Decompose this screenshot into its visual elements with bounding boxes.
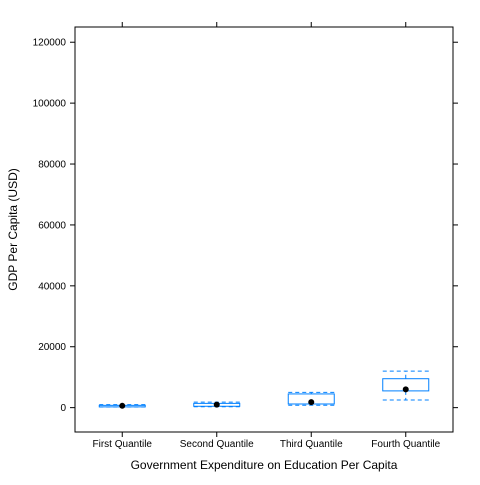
box-plot-item — [193, 401, 241, 408]
y-axis-title: GDP Per Capita (USD) — [6, 168, 20, 290]
x-axis-title: Government Expenditure on Education Per … — [131, 458, 398, 472]
y-axis-ticks: 0 20000 40000 60000 80000 100000 120000 — [33, 38, 458, 414]
median-point — [308, 399, 315, 406]
plot-frame — [74, 26, 454, 433]
box-series — [98, 370, 430, 409]
y-tick-label: 60000 — [38, 220, 66, 231]
median-point — [402, 386, 409, 393]
x-tick-label: Fourth Quantile — [371, 439, 440, 450]
box-plot-item — [98, 402, 146, 409]
y-tick-label: 80000 — [38, 160, 66, 171]
y-tick-label: 40000 — [38, 281, 66, 292]
y-tick-label: 100000 — [33, 99, 67, 110]
median-point — [119, 402, 126, 409]
y-tick-label: 120000 — [33, 38, 67, 49]
x-tick-label: Second Quantile — [180, 439, 254, 450]
median-point — [213, 401, 220, 408]
y-tick-label: 0 — [60, 403, 66, 414]
x-tick-label: First Quantile — [93, 439, 153, 450]
x-axis-ticks: First Quantile Second Quantile Third Quant… — [93, 22, 441, 450]
box-plot-item — [287, 391, 335, 406]
x-tick-label: Third Quantile — [280, 439, 343, 450]
box-plot-item — [382, 370, 430, 401]
y-tick-label: 20000 — [38, 342, 66, 353]
